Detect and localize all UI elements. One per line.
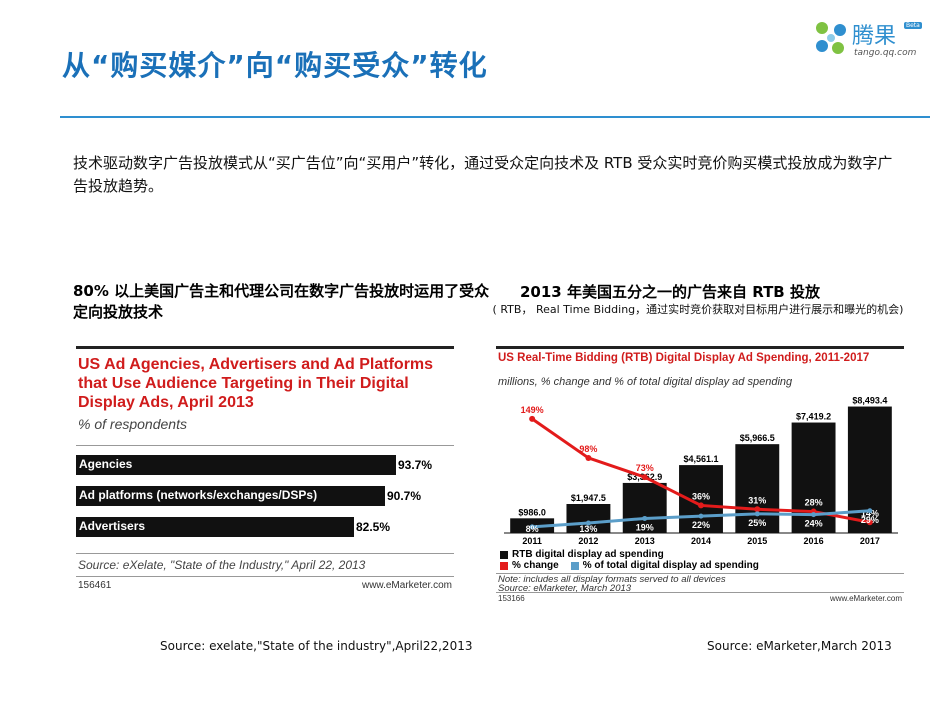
audience-targeting-chart: US Ad Agencies, Advertisers and Ad Platf…: [76, 346, 454, 596]
point: [811, 512, 817, 518]
point: [642, 515, 648, 521]
bar-value-label: 90.7%: [387, 489, 422, 503]
bar-value-label: $8,493.4: [852, 396, 887, 406]
title-divider: [60, 116, 930, 118]
logo-name: 腾果: [852, 24, 897, 49]
point: [529, 524, 535, 530]
bar-value-label: $4,561.1: [683, 454, 718, 464]
legend-label: % change: [512, 560, 559, 571]
chart-subtitle: % of respondents: [78, 416, 187, 432]
legend-swatch: [500, 550, 508, 559]
legend-item-bar: RTB digital display ad spending: [500, 549, 664, 560]
bar-value-label: $5,966.5: [740, 433, 775, 443]
chart-source: Source: eMarketer, March 2013: [498, 583, 632, 594]
chart-id: 153166: [498, 594, 525, 603]
point: [529, 415, 536, 422]
legend-label: RTB digital display ad spending: [512, 549, 664, 560]
legend-swatch: [570, 561, 579, 570]
slide-title: 从“购买媒介”向“购买受众”转化: [62, 49, 488, 82]
point: [585, 454, 592, 461]
logo: 腾果 Beta tango.qq.com: [812, 16, 922, 66]
x-tick-label: 2013: [635, 536, 655, 546]
point-label: 31%: [748, 495, 766, 505]
chart-note: Note: includes all display formats serve…: [498, 574, 726, 585]
x-tick-label: 2014: [691, 536, 711, 546]
source-left: Source: exelate,"State of the industry",…: [160, 639, 473, 653]
chart-divider: [76, 576, 454, 577]
point-label: 28%: [805, 498, 823, 508]
point: [754, 506, 761, 513]
point: [698, 502, 704, 509]
chart-title: US Ad Agencies, Advertisers and Ad Platf…: [78, 356, 434, 411]
chart-divider: [496, 592, 904, 593]
bar: [566, 504, 611, 533]
left-heading: 80% 以上美国广告主和代理公司在数字广告投放时运用了受众定向投放技术: [73, 282, 490, 321]
point-label: 36%: [692, 491, 710, 501]
x-tick-label: 2011: [522, 536, 542, 546]
tango-flower-icon: [816, 22, 846, 54]
chart-divider: [76, 553, 454, 554]
chart-subtitle: millions, % change and % of total digita…: [498, 376, 793, 388]
chart-source: Source: eXelate, "State of the Industry,…: [78, 558, 366, 572]
x-tick-label: 2015: [747, 536, 767, 546]
intro-text: 技术驱动数字广告投放模式从“买广告位”向“买用户”转化，通过受众定向技术及 RT…: [73, 154, 893, 195]
point-label: 25%: [748, 518, 766, 528]
chart-brand: www.eMarketer.com: [361, 580, 452, 591]
rtb-plot: $986.0$1,947.5$3,362.9$4,561.1$5,966.5$7…: [504, 396, 898, 546]
bar-category-label: Agencies: [79, 457, 133, 471]
legend-swatch: [500, 561, 508, 570]
point: [867, 508, 873, 514]
legend-label: % of total digital display ad spending: [582, 560, 759, 571]
legend-item-lines: % change % of total digital display ad s…: [500, 560, 759, 571]
bar-value-label: $7,419.2: [796, 412, 831, 422]
point: [585, 520, 591, 526]
bar: Agencies: [76, 455, 396, 475]
logo-beta-badge: Beta: [904, 22, 922, 29]
bar-value-label: $1,947.5: [571, 493, 606, 503]
right-subheading: ( RTB， Real Time Bidding，通过实时竞价获取对目标用户进行…: [492, 303, 904, 316]
chart-divider: [76, 445, 454, 446]
bar: Ad platforms (networks/exchanges/DSPs): [76, 486, 385, 506]
right-heading: 2013 年美国五分之一的广告来自 RTB 投放: [520, 283, 820, 301]
point-label: 13%: [579, 524, 597, 534]
point-label: 22%: [692, 520, 710, 530]
bar-value-label: $986.0: [518, 507, 546, 517]
chart-brand: www.eMarketer.com: [829, 594, 902, 603]
point-label: 19%: [636, 522, 654, 532]
point-label: 73%: [636, 463, 654, 473]
point: [866, 519, 873, 526]
point: [698, 513, 704, 519]
point-label: 98%: [579, 444, 597, 454]
point-label: 29%: [861, 515, 879, 525]
logo-url: tango.qq.com: [854, 48, 917, 58]
point-label: 8%: [526, 524, 539, 534]
point: [754, 511, 760, 517]
chart-id: 156461: [78, 580, 112, 591]
x-tick-label: 2016: [804, 536, 824, 546]
bar-value-label: 82.5%: [356, 520, 391, 534]
bar: Advertisers: [76, 517, 354, 537]
point: [641, 474, 648, 481]
point-label: 149%: [521, 405, 544, 415]
bar: [622, 482, 667, 533]
chart-title: US Real-Time Bidding (RTB) Digital Displ…: [498, 352, 870, 364]
bar-category-label: Ad platforms (networks/exchanges/DSPs): [79, 488, 318, 502]
x-tick-label: 2012: [578, 536, 598, 546]
x-tick-label: 2017: [860, 536, 880, 546]
bar-value-label: 93.7%: [398, 458, 433, 472]
rtb-spending-chart: US Real-Time Bidding (RTB) Digital Displ…: [496, 346, 904, 603]
point-label: 24%: [805, 519, 823, 529]
bar: [735, 444, 780, 533]
chart-divider: [496, 573, 904, 574]
bar-category-label: Advertisers: [79, 519, 146, 533]
source-right: Source: eMarketer,March 2013: [707, 639, 892, 653]
